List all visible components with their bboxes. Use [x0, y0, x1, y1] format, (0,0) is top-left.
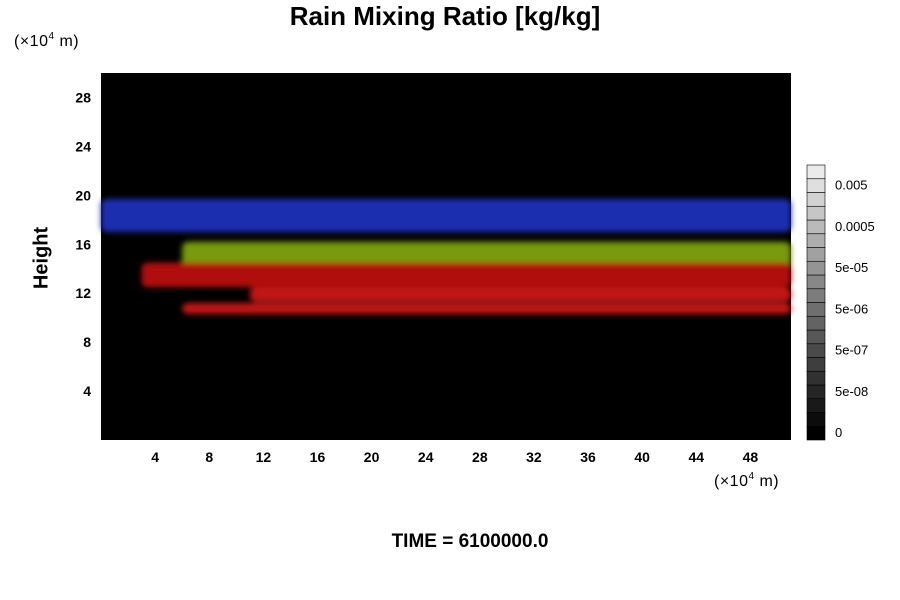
colorbar-swatch — [806, 260, 826, 276]
colorbar-swatch — [806, 370, 826, 386]
colorbar-swatch — [806, 247, 826, 262]
colorbar-swatch — [806, 274, 826, 290]
x-tick-label: 4 — [151, 449, 159, 465]
colorbar-swatch — [806, 288, 826, 303]
colorbar-swatch — [806, 302, 826, 317]
x-tick-label: 24 — [418, 449, 434, 465]
colorbar-swatch — [806, 398, 826, 413]
y-axis-unit: (×104 m) — [14, 31, 80, 51]
x-unit-exponent: 4 — [748, 471, 755, 482]
heatmap-bands — [101, 199, 792, 314]
chart-title: Rain Mixing Ratio [kg/kg] — [289, 1, 601, 31]
x-tick-label: 36 — [580, 449, 596, 465]
colorbar: 0.005 0.0005 5e-05 5e-06 5e-07 5e-08 0 — [806, 164, 875, 441]
colorbar-swatch — [806, 233, 826, 248]
colorbar-label: 0.0005 — [835, 219, 875, 234]
colorbar-label: 0 — [835, 425, 842, 440]
heatmap-band-0 — [101, 199, 791, 233]
time-label: TIME = 6100000.0 — [391, 531, 549, 552]
colorbar-swatch — [806, 343, 826, 358]
y-tick-label: 16 — [75, 236, 91, 252]
y-unit-prefix: (×10 — [14, 33, 49, 50]
colorbar-swatch — [806, 412, 826, 427]
colorbar-swatch — [806, 205, 826, 221]
x-tick-label: 16 — [310, 449, 326, 465]
y-axis-ticks: 4 8 12 16 20 24 28 — [75, 89, 91, 399]
colorbar-label: 5e-07 — [835, 343, 868, 358]
heatmap-band-1 — [182, 241, 792, 269]
y-unit-exponent: 4 — [48, 31, 55, 42]
colorbar-swatch — [806, 164, 826, 180]
x-unit-suffix: m) — [754, 473, 780, 490]
colorbar-swatch — [806, 425, 826, 441]
colorbar-swatch — [806, 192, 826, 207]
colorbar-swatch — [806, 219, 826, 235]
y-tick-label: 20 — [75, 187, 91, 203]
y-tick-label: 4 — [83, 383, 91, 399]
x-axis-unit: (×104 m) — [714, 471, 780, 491]
colorbar-swatch — [806, 357, 826, 372]
y-tick-label: 12 — [75, 285, 91, 301]
heatmap-band-2 — [141, 262, 791, 288]
y-tick-label: 28 — [75, 89, 91, 105]
y-tick-label: 24 — [75, 138, 91, 154]
heatmap-band-3 — [249, 287, 791, 302]
x-tick-label: 44 — [689, 449, 705, 465]
colorbar-label: 5e-06 — [835, 301, 868, 316]
x-axis-ticks: 4 8 12 16 20 24 28 32 36 40 44 48 — [151, 449, 758, 465]
x-unit-prefix: (×10 — [714, 473, 749, 490]
heatmap-band-4 — [182, 302, 792, 314]
x-tick-label: 12 — [256, 449, 272, 465]
colorbar-label: 5e-08 — [835, 384, 868, 399]
colorbar-swatch — [806, 384, 826, 400]
colorbar-swatch — [806, 178, 826, 193]
x-tick-label: 20 — [364, 449, 380, 465]
x-tick-label: 8 — [205, 449, 213, 465]
x-tick-label: 28 — [472, 449, 488, 465]
colorbar-label: 0.005 — [835, 178, 868, 193]
colorbar-label: 5e-05 — [835, 260, 868, 275]
y-unit-suffix: m) — [54, 33, 80, 50]
colorbar-swatch — [806, 315, 826, 331]
x-tick-label: 48 — [743, 449, 759, 465]
x-tick-label: 40 — [634, 449, 650, 465]
colorbar-swatch — [806, 329, 826, 345]
x-tick-label: 32 — [526, 449, 542, 465]
y-tick-label: 8 — [83, 334, 91, 350]
